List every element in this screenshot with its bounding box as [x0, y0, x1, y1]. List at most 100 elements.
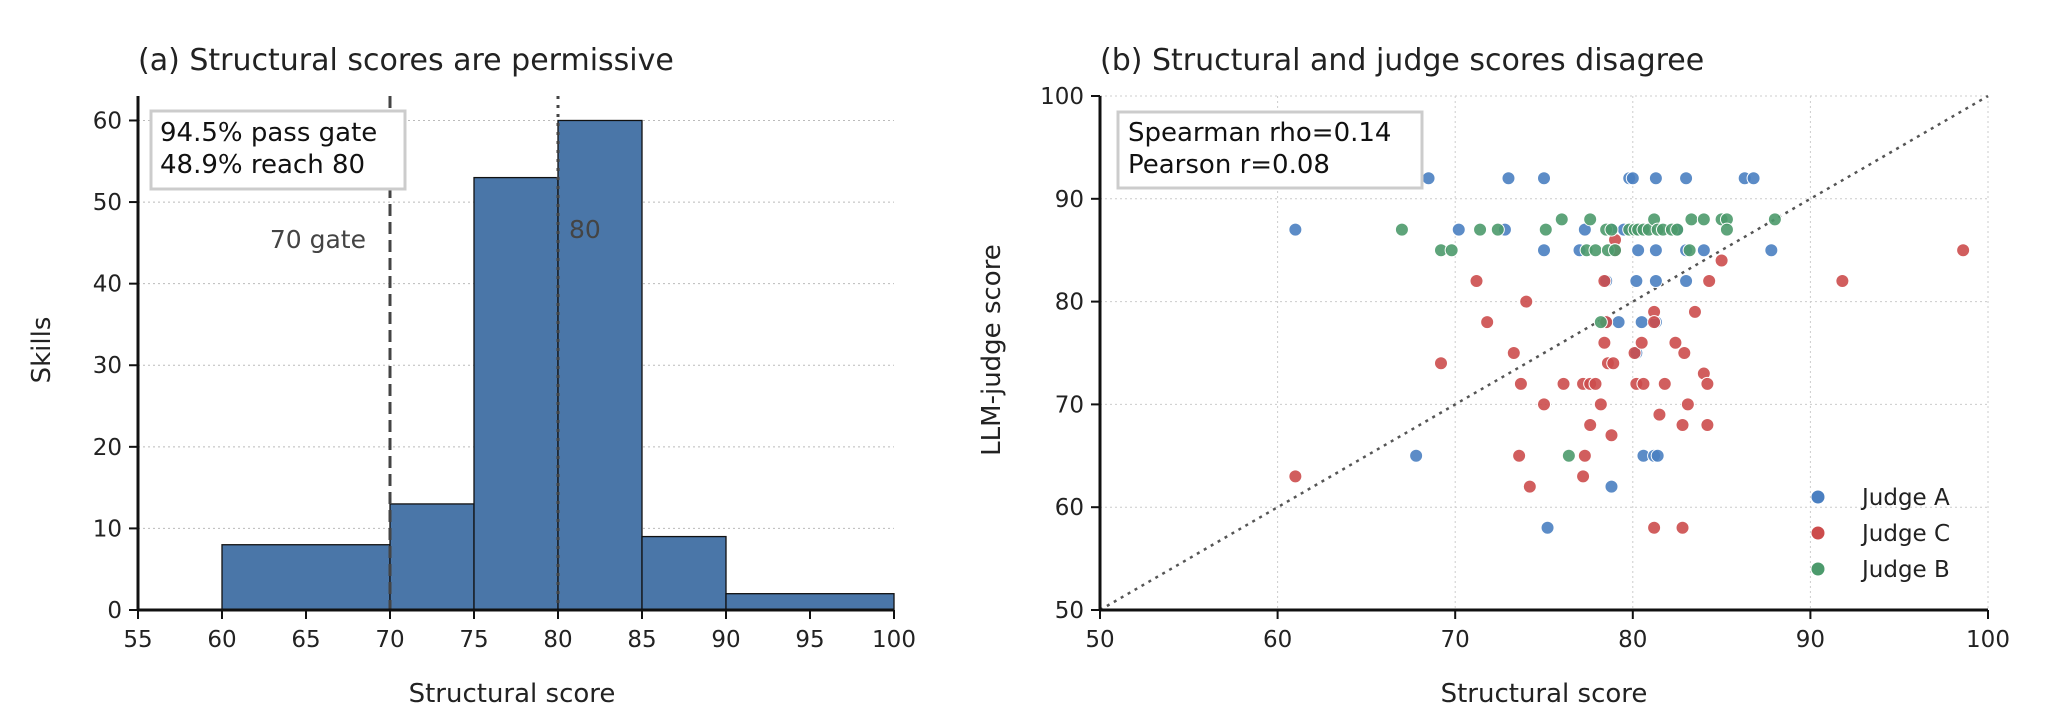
reach-80-text: 48.9% reach 80: [160, 150, 365, 180]
judge-b-point: [1593, 315, 1608, 330]
scatter-x-ticks: 50 60 70 80 90 100: [1085, 610, 2010, 653]
y-tick-label: 80: [1055, 290, 1084, 316]
judge-a-point: [1625, 171, 1640, 186]
identity-diagonal-line: [1099, 94, 1989, 612]
judge-b-point: [1684, 212, 1699, 227]
x-tick-label: 80: [1618, 627, 1647, 653]
judge-b-point: [1490, 222, 1505, 237]
judge-c-point: [1506, 346, 1521, 360]
judge-a-point: [1648, 243, 1663, 258]
judge-b-point: [1444, 243, 1459, 258]
judge-a-point: [1604, 479, 1619, 494]
judge-c-point: [1956, 243, 1971, 258]
judge-b-legend-label: Judge B: [1860, 557, 1950, 583]
judge-b-point: [1561, 448, 1576, 463]
judge-c-point: [1634, 335, 1649, 350]
judge-a-point: [1764, 243, 1779, 258]
x-tick-label: 65: [291, 627, 320, 653]
judge-b-point: [1767, 212, 1782, 227]
judge-c-point: [1593, 397, 1608, 412]
judge-c-point: [1647, 520, 1662, 535]
judge-c-point: [1288, 469, 1303, 484]
diagonal-line: [1099, 94, 1989, 612]
judge-c-point: [1604, 428, 1619, 443]
y-tick-label: 40: [93, 272, 122, 298]
x-tick-label: 95: [795, 627, 824, 653]
judge-a-point: [1421, 171, 1436, 186]
judge-c-point: [1687, 304, 1702, 319]
histogram-title: (a) Structural scores are permissive: [138, 43, 674, 78]
histogram-x-axis-label: Structural score: [409, 679, 616, 709]
judge-c-point: [1606, 356, 1621, 371]
x-tick-label: 55: [123, 627, 152, 653]
judge-c-point: [1522, 479, 1537, 494]
judge-c-point: [1675, 520, 1690, 535]
scatter-y-axis-label: LLM-judge score: [977, 244, 1007, 456]
x-tick-label: 50: [1085, 627, 1114, 653]
y-tick-label: 50: [1055, 598, 1084, 624]
judge-b-legend-marker: [1811, 562, 1825, 576]
histogram-bar: [557, 119, 643, 611]
judge-a-point: [1409, 448, 1424, 463]
judge-c-point: [1668, 335, 1683, 350]
judge-c-legend-label: Judge C: [1860, 521, 1950, 547]
judge-a-point: [1679, 274, 1694, 289]
judge-a-point: [1288, 222, 1303, 237]
judge-b-point: [1583, 212, 1598, 227]
judge-c-point: [1680, 397, 1695, 412]
x-tick-label: 75: [459, 627, 488, 653]
y-tick-label: 70: [1055, 392, 1084, 418]
scatter-axes: [1098, 96, 1988, 612]
histogram-bar: [389, 503, 475, 611]
judge-c-point: [1588, 376, 1603, 391]
x-tick-label: 70: [1441, 627, 1470, 653]
judge-b-point: [1473, 222, 1488, 237]
judge-b-point: [1588, 243, 1603, 258]
judge-c-point: [1512, 448, 1527, 463]
histogram-annotation-box: 94.5% pass gate 48.9% reach 80: [149, 109, 407, 191]
scatter-points: [1288, 171, 1971, 535]
judge-a-point: [1611, 315, 1626, 330]
pass-gate-text: 94.5% pass gate: [160, 118, 377, 148]
judge-b-point: [1682, 243, 1697, 258]
spearman-text: Spearman rho=0.14: [1128, 118, 1391, 148]
judge-b-point: [1670, 222, 1685, 237]
histogram-bar: [725, 593, 895, 611]
judge-c-point: [1714, 253, 1729, 268]
judge-c-point: [1480, 315, 1495, 330]
histogram-x-ticks: 55 60 65 70 75 80 85 90 95 100: [123, 610, 916, 653]
judge-a-point: [1540, 520, 1555, 535]
scatter-panel: (b) Structural and judge scores disagree…: [977, 43, 2010, 709]
y-tick-label: 0: [107, 598, 122, 624]
y-tick-label: 90: [1055, 187, 1084, 213]
histogram-axes: [136, 96, 894, 612]
judge-c-point: [1576, 469, 1591, 484]
judge-c-legend-marker: [1811, 526, 1825, 540]
scatter-title: (b) Structural and judge scores disagree: [1100, 43, 1704, 78]
judge-a-point: [1631, 243, 1646, 258]
judge-c-point: [1677, 346, 1692, 360]
scatter-x-axis-label: Structural score: [1441, 679, 1648, 709]
judge-c-point: [1469, 274, 1484, 289]
judge-a-point: [1696, 243, 1711, 258]
judge-a-point: [1501, 171, 1516, 186]
x-tick-label: 60: [207, 627, 236, 653]
y-tick-label: 100: [1040, 84, 1084, 110]
judge-b-point: [1394, 222, 1409, 237]
judge-a-point: [1746, 171, 1761, 186]
judge-a-point: [1679, 171, 1694, 186]
scatter-y-ticks: 50 60 70 80 90 100: [1040, 84, 1100, 624]
judge-c-point: [1577, 448, 1592, 463]
judge-c-point: [1647, 315, 1662, 330]
x-tick-label: 85: [627, 627, 656, 653]
judge-a-point: [1648, 274, 1663, 289]
judge-b-point: [1604, 222, 1619, 237]
x-tick-label: 90: [711, 627, 740, 653]
correlation-box: Spearman rho=0.14 Pearson r=0.08: [1116, 110, 1424, 190]
judge-a-legend-marker: [1811, 490, 1825, 504]
judge-a-legend-label: Judge A: [1860, 485, 1950, 511]
judge-c-point: [1583, 417, 1598, 432]
x-tick-label: 60: [1263, 627, 1292, 653]
x-tick-label: 90: [1796, 627, 1825, 653]
